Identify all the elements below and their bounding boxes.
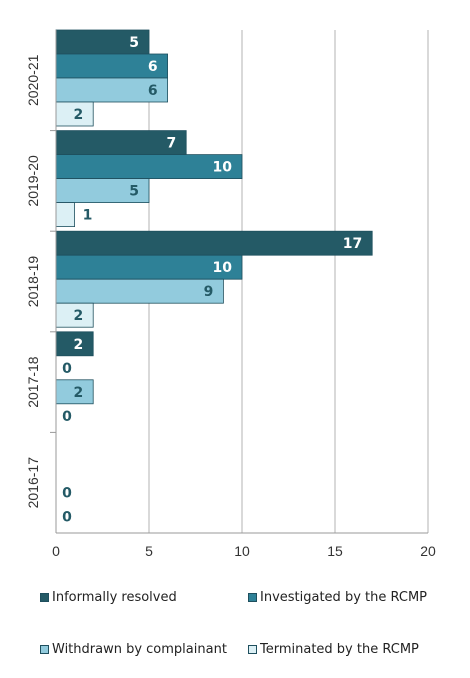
bar [55, 77, 168, 103]
legend-label: Informally resolved [52, 590, 177, 605]
data-label: 5 [129, 184, 139, 200]
data-label: 0 [62, 409, 72, 425]
legend-label: Withdrawn by complainant [52, 642, 227, 657]
legend-swatch [40, 645, 49, 654]
legend-label: Investigated by the RCMP [260, 590, 428, 605]
category-label: 2020-21 [25, 54, 41, 106]
bar [55, 178, 150, 204]
category-labels: 2020-21 2019-20 2018-19 2017-18 2016-17 [25, 54, 41, 508]
bar [55, 230, 373, 256]
data-label: 9 [204, 284, 214, 300]
x-tick-label: 20 [420, 543, 436, 559]
category-label: 2017-18 [25, 356, 41, 408]
bar [55, 278, 224, 304]
data-label: 2 [73, 337, 83, 353]
legend-swatch [248, 645, 257, 654]
bar [55, 29, 150, 55]
data-label: 6 [148, 59, 158, 75]
bar [55, 154, 243, 180]
data-label: 2 [73, 308, 83, 324]
legend-item-informally-resolved: Informally resolved [40, 590, 177, 605]
data-label: 0 [62, 509, 72, 525]
x-tick-labels: 0 5 10 15 20 [52, 543, 436, 559]
data-label: 0 [62, 485, 72, 501]
category-label: 2018-19 [25, 256, 41, 308]
data-label: 10 [213, 160, 233, 176]
bar [55, 202, 76, 228]
bar [55, 379, 94, 405]
bars [55, 29, 373, 405]
bar [55, 254, 243, 280]
data-label: 1 [83, 208, 93, 224]
legend-item-investigated: Investigated by the RCMP [248, 590, 427, 605]
category-label: 2019-20 [25, 155, 41, 207]
data-label: 5 [129, 35, 139, 51]
data-label: 0 [62, 361, 72, 377]
data-label: 6 [148, 83, 158, 99]
bar [55, 331, 94, 357]
x-tick-label: 10 [234, 543, 250, 559]
category-label: 2016-17 [25, 457, 41, 509]
legend-label: Terminated by the RCMP [260, 642, 419, 657]
legend-swatch [248, 593, 257, 602]
data-label: 2 [73, 385, 83, 401]
legend-item-terminated: Terminated by the RCMP [248, 642, 419, 657]
data-label: 7 [166, 136, 176, 152]
x-tick-label: 15 [327, 543, 343, 559]
x-tick-label: 0 [52, 543, 60, 559]
data-label: 10 [213, 260, 233, 276]
legend-swatch [40, 593, 49, 602]
data-label: 17 [343, 236, 362, 252]
bar [55, 101, 94, 127]
x-tick-label: 5 [145, 543, 153, 559]
legend-item-withdrawn: Withdrawn by complainant [40, 642, 227, 657]
data-label: 2 [73, 107, 83, 123]
